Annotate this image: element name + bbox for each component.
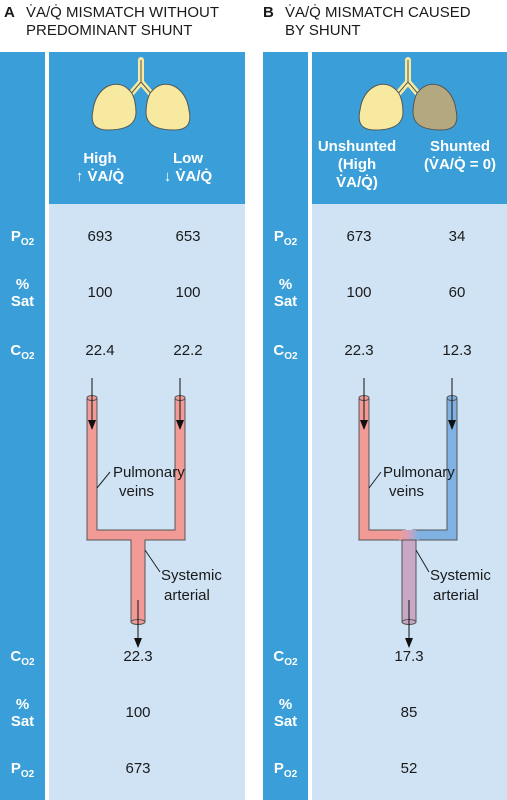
co2-main: C	[273, 648, 285, 665]
panel-a-col-low-header: Low ↓ V̇A/Q̇	[158, 150, 218, 186]
panel-a-col1-line1: High	[83, 150, 117, 167]
panel-a-label-mixed-po2: PO2	[0, 760, 45, 783]
panel-b-label-mixed-sat: % Sat	[263, 696, 308, 730]
po2-sub: O2	[20, 237, 35, 248]
sat-line2: Sat	[273, 293, 298, 310]
panel-b-col2-line2: (V̇A/Q̇ = 0)	[423, 156, 497, 173]
panel-b-po2-unshunted: 673	[346, 228, 372, 245]
panel-b-vessel-diagram: Pulmonary veins Systemic arterial	[358, 378, 491, 648]
panel-b-label-mixed-po2: PO2	[263, 760, 308, 783]
panel-b-mixed-co2: 17.3	[394, 648, 424, 665]
po2-sub: O2	[283, 769, 298, 780]
panel-b-col-shunted-header: Shunted (V̇A/Q̇ = 0)	[415, 138, 505, 174]
panel-a-col2-line1: Low	[173, 150, 203, 167]
panel-a-systemic-label2: arterial	[164, 587, 210, 604]
panel-b-pulmonary-veins-label1: Pulmonary	[383, 464, 455, 481]
panel-a-body-area	[49, 204, 245, 800]
panel-a-label-mixed-sat: % Sat	[0, 696, 45, 730]
panel-b-systemic-label1: Systemic	[430, 567, 491, 584]
panel-b-col2-line1: Shunted	[430, 138, 490, 155]
panel-b-label-po2: PO2	[263, 228, 308, 251]
panel-a-po2-high: 693	[87, 228, 113, 245]
panel-b-co2-shunted: 12.3	[442, 342, 472, 359]
co2-main: C	[273, 342, 285, 359]
sat-line2: Sat	[273, 713, 298, 730]
panel-b-label-co2: CO2	[263, 342, 308, 365]
co2-sub: O2	[284, 351, 298, 362]
panel-a-label-mixed-co2: CO2	[0, 648, 45, 671]
co2-sub: O2	[284, 657, 298, 668]
panel-a-label-co2: CO2	[0, 342, 45, 365]
panel-b-col1-line1: Unshunted	[317, 138, 397, 155]
panel-b-po2-shunted: 34	[448, 228, 466, 245]
panel-a-label-sat: % Sat	[0, 276, 45, 310]
panel-a-label-po2: PO2	[0, 228, 45, 251]
panel-a-co2-low: 22.2	[173, 342, 203, 359]
panel-a-lungs-icon	[91, 57, 191, 131]
sat-line1: %	[278, 276, 293, 293]
panel-a-co2-high: 22.4	[85, 342, 115, 359]
panel-a-col1-line2: ↑ V̇A/Q̇	[75, 168, 125, 185]
panel-b-title-line2: BY SHUNT	[285, 22, 361, 39]
po2-main: P	[273, 760, 284, 777]
panel-a-pulmonary-veins-label2: veins	[119, 483, 154, 500]
panel-a-sat-low: 100	[175, 284, 201, 301]
panel-b-lungs-icon	[358, 57, 458, 131]
panel-b-sat-shunted: 60	[448, 284, 466, 301]
panel-a-mixed-po2: 673	[125, 760, 151, 777]
panel-a-letter: A	[4, 4, 15, 21]
panel-a-vessel-diagram: Pulmonary veins Systemic arterial	[86, 378, 222, 648]
panel-b-label-sat: % Sat	[263, 276, 308, 310]
po2-sub: O2	[283, 237, 298, 248]
panel-a-mixed-co2: 22.3	[123, 648, 153, 665]
sat-line2: Sat	[10, 713, 35, 730]
po2-main: P	[10, 228, 21, 245]
panel-a-pulmonary-veins-label1: Pulmonary	[113, 464, 185, 481]
sat-line1: %	[15, 276, 30, 293]
panel-b-systemic-label2: arterial	[433, 587, 479, 604]
panel-b-label-column	[263, 52, 308, 800]
panel-a-systemic-label1: Systemic	[161, 567, 222, 584]
panel-b-col1-line3: V̇A/Q̇)	[336, 174, 378, 191]
panel-a: High ↑ V̇A/Q̇ Low ↓ V̇A/Q̇ PO2 % Sat CO2 …	[0, 52, 245, 800]
panel-b-mixed-po2: 52	[400, 760, 418, 777]
panel-b-col-unshunted-header: Unshunted (High V̇A/Q̇)	[315, 138, 399, 192]
panel-b-mixed-sat: 85	[400, 704, 418, 721]
co2-sub: O2	[21, 657, 35, 668]
co2-main: C	[10, 648, 22, 665]
panel-a-col-high-header: High ↑ V̇A/Q̇	[70, 150, 130, 186]
panel-a-col2-line2: ↓ V̇A/Q̇	[163, 168, 213, 185]
po2-main: P	[273, 228, 284, 245]
panel-b-title-line1: V̇A/Q̇ MISMATCH CAUSED	[285, 4, 471, 21]
sat-line1: %	[15, 696, 30, 713]
panel-b-co2-unshunted: 22.3	[344, 342, 374, 359]
panel-a-mixed-sat: 100	[125, 704, 151, 721]
co2-main: C	[10, 342, 22, 359]
panel-a-title-line2: PREDOMINANT SHUNT	[26, 22, 193, 39]
sat-line1: %	[278, 696, 293, 713]
panel-a-label-column	[0, 52, 45, 800]
panel-b-pulmonary-veins-label2: veins	[389, 483, 424, 500]
panel-b-letter: B	[263, 4, 274, 21]
panel-a-title-line1: V̇A/Q̇ MISMATCH WITHOUT	[26, 4, 220, 21]
po2-sub: O2	[20, 769, 35, 780]
panel-b-label-mixed-co2: CO2	[263, 648, 308, 671]
panel-b-col1-line2: (High	[337, 156, 377, 173]
panel-b-sat-unshunted: 100	[346, 284, 372, 301]
panel-a-sat-high: 100	[87, 284, 113, 301]
co2-sub: O2	[21, 351, 35, 362]
panel-b: Unshunted (High V̇A/Q̇) Shunted (V̇A/Q̇ …	[263, 52, 507, 800]
panel-a-po2-low: 653	[175, 228, 201, 245]
po2-main: P	[10, 760, 21, 777]
sat-line2: Sat	[10, 293, 35, 310]
panel-b-body-area	[312, 204, 507, 800]
panel-a-header-area	[49, 52, 245, 204]
